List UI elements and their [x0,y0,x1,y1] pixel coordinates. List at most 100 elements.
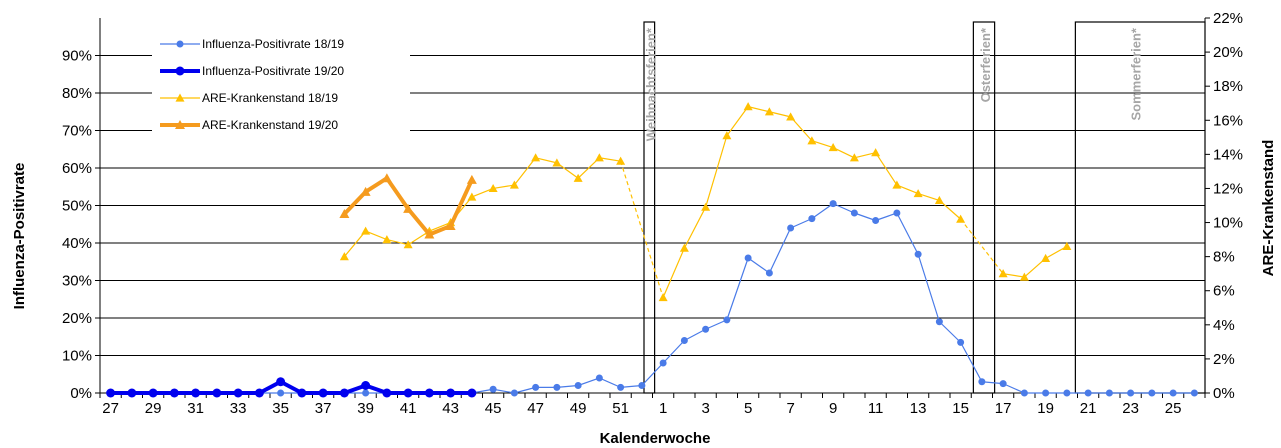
holiday-label: Weihnachtsferien* [643,27,658,141]
x-tick-label: 27 [102,400,119,417]
data-point [148,388,158,398]
x-tick-label: 31 [187,400,204,417]
data-point [233,388,243,398]
x-tick-label: 19 [1037,400,1054,417]
series-3 [339,102,1072,302]
x-tick-label: 51 [612,400,629,417]
data-series [106,102,1198,398]
data-point [489,385,497,393]
y2-tick-label: 4% [1213,317,1235,334]
x-tick-label: 37 [315,400,332,417]
x-tick-label: 15 [952,400,969,417]
x-tick-label: 49 [570,400,587,417]
data-point [850,209,858,217]
legend-entry: Influenza-Positivrate 18/19 [160,37,344,51]
y2-axis-title: ARE-Krankenstand [1260,140,1277,277]
x-tick-label: 29 [145,400,162,417]
axes: 0% 10% 20% 30% 40% 50% 60% 70% 80% 90% 0% 2% 4% 6% 8% 1… [62,10,1243,417]
x-tick-label: 5 [744,400,752,417]
data-point [360,186,371,196]
data-point [1169,389,1177,397]
x-tick-label: 9 [829,400,837,417]
data-point [531,153,541,162]
y2-tick-label: 6% [1213,283,1235,300]
legend-background [152,30,410,154]
data-point [445,220,456,230]
data-point [169,388,179,398]
x-tick-label: 35 [272,400,289,417]
data-point [1019,272,1029,281]
data-point [638,382,646,389]
data-point [277,389,285,397]
data-point [956,214,966,223]
data-point [339,388,349,398]
legend-entry: ARE-Krankenstand 19/20 [160,118,338,132]
data-point [424,388,434,398]
y2-tick-label: 10% [1213,215,1243,232]
data-point [616,156,626,165]
holiday-label: Osterferien* [978,27,993,102]
data-point [764,107,774,116]
legend-entry: Influenza-Positivrate 19/20 [160,64,344,78]
data-point [1062,241,1072,251]
data-point [553,383,561,391]
data-point [403,240,413,249]
data-point [573,173,583,182]
y-tick-label: 50% [62,198,92,215]
data-point [254,388,264,398]
data-point [510,389,518,397]
data-point [743,102,753,111]
data-point [382,388,392,398]
data-point [1190,389,1198,397]
y2-tick-label: 12% [1213,180,1243,197]
data-point [381,173,392,183]
data-point [829,200,837,208]
series-line [110,203,1195,394]
data-point [403,388,413,398]
y-axis-title: Influenza-Positivrate [11,163,28,310]
data-point [957,338,965,346]
x-tick-label: 3 [701,400,709,417]
data-point [467,192,477,201]
data-point [680,337,688,344]
x-tick-label: 1 [659,400,667,417]
series-2 [106,377,477,398]
x-tick-label: 33 [230,400,247,417]
legend-label: Influenza-Positivrate 18/19 [202,37,344,51]
data-point [679,243,689,252]
data-point [594,153,604,162]
y2-tick-label: 22% [1213,10,1243,27]
data-point [786,112,796,121]
data-point [424,229,435,239]
y2-tick-label: 0% [1213,385,1235,402]
x-tick-label: 23 [1122,400,1139,417]
series-line [110,379,472,395]
data-point [106,388,116,398]
y-tick-label: 20% [62,310,92,327]
data-point [914,250,922,258]
data-point [723,316,731,324]
data-point [318,388,328,398]
x-tick-label: 25 [1165,400,1182,417]
data-point [339,209,350,219]
x-tick-label: 47 [527,400,544,417]
y-tick-label: 40% [62,235,92,252]
data-point [1105,389,1113,397]
legend-swatch-marker [175,93,185,102]
data-point [1063,389,1071,397]
data-point [1084,389,1092,397]
y2-tick-label: 20% [1213,44,1243,61]
data-point [361,226,371,235]
data-point [659,359,667,367]
data-point [702,325,710,333]
data-point [872,217,880,224]
x-tick-label: 45 [485,400,502,417]
x-tick-label: 43 [442,400,459,417]
data-point [1020,389,1028,397]
data-point [849,153,859,162]
series-1 [107,200,1198,397]
y-tick-label: 60% [62,160,92,177]
data-point [893,209,901,217]
y2-tick-label: 18% [1213,78,1243,95]
data-point [552,158,562,167]
